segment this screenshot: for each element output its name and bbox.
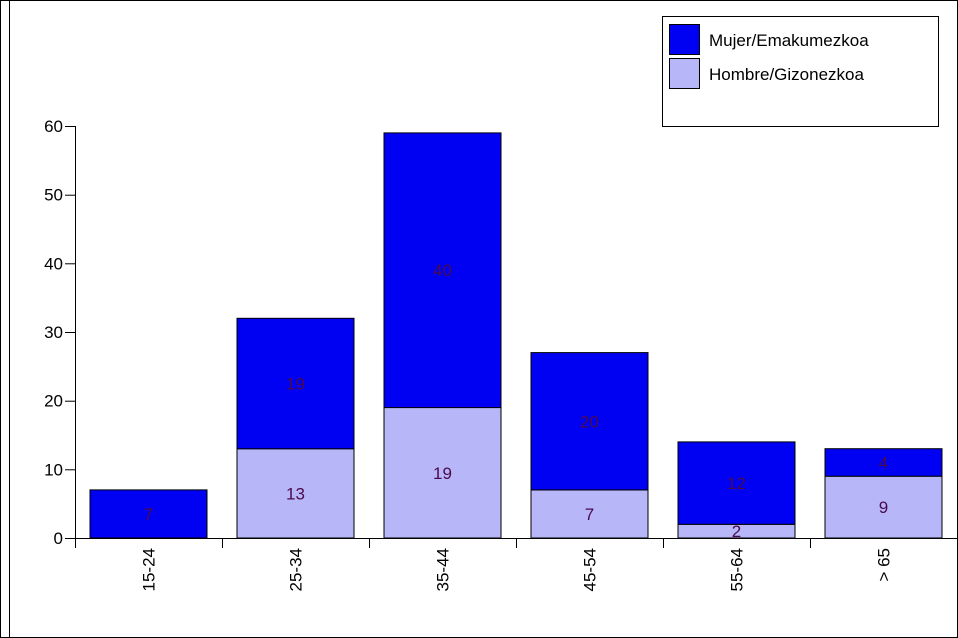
data-label-mujer-emakumezkoa-35-44: 40 xyxy=(433,261,452,280)
x-tick-label-15-24: 15-24 xyxy=(140,548,159,591)
bar-hombre-gizonezkoa-35-44 xyxy=(383,407,502,539)
y-tick-label-60: 60 xyxy=(44,117,63,136)
bar-mujer-emakumezkoa-45-54 xyxy=(530,352,649,491)
legend-box xyxy=(662,16,939,127)
legend: Mujer/Emakumezkoa Hombre/Gizonezkoa xyxy=(662,16,939,127)
data-label-hombre-gizonezkoa-35-44: 19 xyxy=(433,464,452,483)
data-label-mujer-emakumezkoa-25-34: 19 xyxy=(286,375,305,394)
bar-mujer-emakumezkoa-25-34 xyxy=(236,317,355,450)
bar-mujer-emakumezkoa-65 xyxy=(824,448,943,477)
y-tick-label-10: 10 xyxy=(44,460,63,479)
x-tick-label-55-64: 55-64 xyxy=(728,548,747,591)
data-label-hombre-gizonezkoa-65: 9 xyxy=(879,498,888,517)
bar-mujer-emakumezkoa-15-24 xyxy=(89,489,208,539)
bar-hombre-gizonezkoa-25-34 xyxy=(236,448,355,539)
bars-group: 7 13 19 19 40 7 20 2 12 9 4 xyxy=(89,132,943,541)
data-label-hombre-gizonezkoa-25-34: 13 xyxy=(286,484,305,503)
bar-hombre-gizonezkoa-45-54 xyxy=(530,489,649,539)
legend-swatch-hombre xyxy=(669,58,700,89)
axes-group: 0 10 20 30 40 50 60 15-24 25-34 35-44 45-54 55-64 > … xyxy=(44,117,958,591)
data-label-mujer-emakumezkoa-65: 4 xyxy=(879,454,888,473)
x-tick-label-65: > 65 xyxy=(875,548,894,582)
data-label-hombre-gizonezkoa-55-64: 2 xyxy=(732,522,741,541)
y-tick-label-0: 0 xyxy=(54,529,63,548)
y-tick-label-40: 40 xyxy=(44,254,63,273)
data-label-mujer-emakumezkoa-15-24: 7 xyxy=(144,505,153,524)
bar-mujer-emakumezkoa-55-64 xyxy=(677,441,796,525)
legend-label-mujer: Mujer/Emakumezkoa xyxy=(709,31,869,50)
y-tick-label-50: 50 xyxy=(44,186,63,205)
x-tick-label-35-44: 35-44 xyxy=(434,548,453,591)
data-label-mujer-emakumezkoa-45-54: 20 xyxy=(580,412,599,431)
y-tick-label-20: 20 xyxy=(44,392,63,411)
data-label-hombre-gizonezkoa-45-54: 7 xyxy=(585,505,594,524)
x-tick-label-25-34: 25-34 xyxy=(287,548,306,591)
bar-hombre-gizonezkoa-65 xyxy=(824,475,943,539)
legend-swatch-mujer xyxy=(669,24,700,55)
bar-mujer-emakumezkoa-35-44 xyxy=(383,132,502,409)
legend-label-hombre: Hombre/Gizonezkoa xyxy=(709,65,865,84)
x-tick-label-45-54: 45-54 xyxy=(581,548,600,591)
y-tick-label-30: 30 xyxy=(44,323,63,342)
data-label-mujer-emakumezkoa-55-64: 12 xyxy=(727,474,746,493)
